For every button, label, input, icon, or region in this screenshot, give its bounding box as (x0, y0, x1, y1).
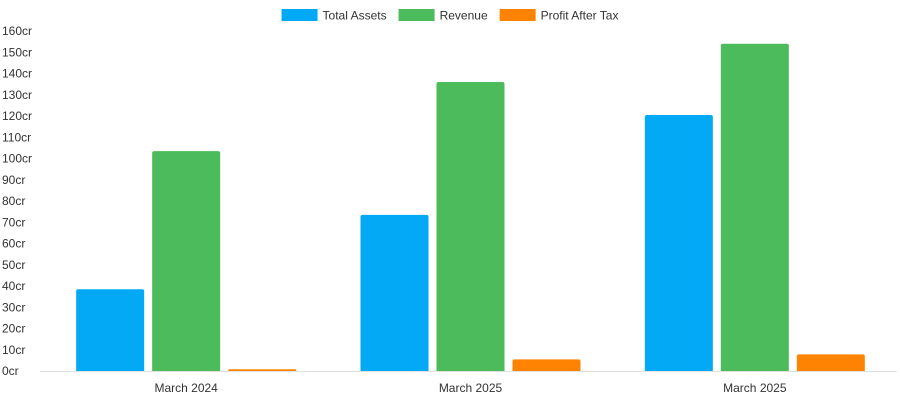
bar-profit-after-tax[interactable] (796, 354, 865, 371)
bar-revenue[interactable] (152, 151, 221, 371)
bar-total-assets[interactable] (644, 114, 713, 371)
x-tick-label: March 2025 (723, 381, 787, 395)
x-tick-label: March 2024 (154, 381, 218, 395)
y-tick-label: 20cr (2, 322, 25, 336)
x-tick-label: March 2025 (439, 381, 503, 395)
bars (76, 43, 865, 371)
legend-item[interactable]: Profit After Tax (499, 9, 619, 23)
legend-label: Profit After Tax (541, 9, 619, 23)
legend-swatch (499, 9, 536, 21)
y-tick-label: 150cr (2, 45, 32, 59)
bar-revenue[interactable] (436, 82, 505, 371)
y-tick-label: 0cr (2, 364, 19, 378)
bar-profit-after-tax[interactable] (512, 359, 581, 371)
bar-total-assets[interactable] (360, 214, 429, 371)
y-axis: 0cr 10cr 20cr 30cr 40cr 50cr 60cr 70cr 80cr 90cr 1… (2, 24, 32, 378)
y-tick-label: 40cr (2, 279, 25, 293)
bar-revenue[interactable] (720, 43, 789, 371)
legend-swatch (398, 9, 435, 21)
y-tick-label: 100cr (2, 152, 32, 166)
legend-label: Total Assets (323, 9, 387, 23)
legend-swatch (281, 9, 318, 21)
legend: Total Assets Revenue Profit After Tax (281, 9, 619, 23)
y-tick-label: 80cr (2, 194, 25, 208)
legend-label: Revenue (440, 9, 488, 23)
y-tick-label: 60cr (2, 237, 25, 251)
y-tick-label: 10cr (2, 343, 25, 357)
y-tick-label: 90cr (2, 173, 25, 187)
y-tick-label: 160cr (2, 24, 32, 38)
y-tick-label: 50cr (2, 258, 25, 272)
y-tick-label: 30cr (2, 300, 25, 314)
bar-total-assets[interactable] (76, 289, 145, 371)
bar-profit-after-tax[interactable] (228, 369, 297, 371)
y-tick-label: 140cr (2, 67, 32, 81)
y-tick-label: 110cr (2, 130, 31, 144)
y-tick-label: 70cr (2, 215, 25, 229)
legend-item[interactable]: Total Assets (281, 9, 387, 23)
y-tick-label: 120cr (2, 109, 32, 123)
legend-item[interactable]: Revenue (398, 9, 488, 23)
y-tick-label: 130cr (2, 88, 32, 102)
x-axis: March 2024 March 2025 March 2025 (40, 371, 897, 395)
